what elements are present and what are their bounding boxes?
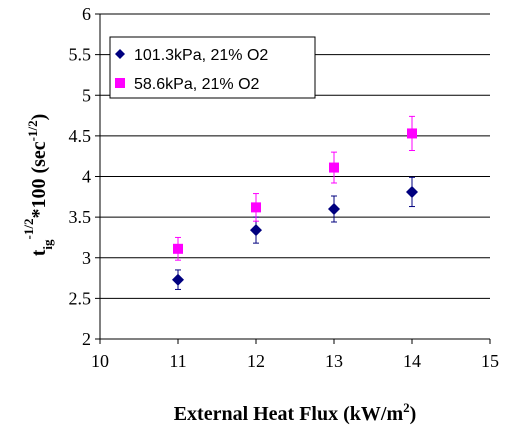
x-axis-title: External Heat Flux (kW/m2) (174, 400, 417, 425)
data-point-square (251, 202, 261, 213)
y-tick-label: 3 (82, 248, 91, 268)
data-points (172, 115, 418, 290)
y-tick-label: 5 (82, 85, 91, 105)
y-tick-label: 2 (82, 329, 91, 349)
data-point-diamond (172, 273, 184, 286)
data-point-square (329, 162, 339, 173)
y-axis-ticks: 2 2.5 3 3.5 4 4.5 5 5.5 6 (69, 4, 100, 349)
legend-label-series-2: 58.6kPa, 21% O2 (134, 76, 260, 93)
legend-marker-square (115, 78, 125, 88)
y-tick-label: 4.5 (69, 126, 92, 146)
x-tick-label: 14 (403, 351, 421, 371)
x-tick-label: 15 (481, 351, 499, 371)
y-tick-label: 2.5 (69, 288, 92, 308)
legend-marker-diamond (115, 49, 125, 59)
legend-box (109, 36, 316, 99)
data-point-diamond (406, 185, 418, 198)
legend-label-series-1: 101.3kPa, 21% O2 (134, 47, 268, 64)
y-tick-label: 5.5 (69, 45, 92, 65)
x-tick-label: 13 (325, 351, 343, 371)
legend: 101.3kPa, 21% O2 58.6kPa, 21% O2 (109, 36, 316, 99)
y-tick-label: 6 (82, 4, 91, 24)
y-axis-title: tig-1/2*100 (sec-1/2) (21, 114, 55, 257)
data-point-diamond (250, 224, 262, 237)
data-point-square (173, 243, 183, 254)
x-tick-label: 11 (169, 351, 186, 371)
x-tick-label: 10 (91, 351, 109, 371)
data-point-square (407, 128, 417, 139)
y-tick-label: 4 (82, 167, 91, 187)
x-tick-label: 12 (247, 351, 265, 371)
y-tick-label: 3.5 (69, 207, 92, 227)
x-axis-ticks: 10 11 12 13 14 15 (91, 339, 499, 371)
data-point-diamond (328, 203, 340, 215)
